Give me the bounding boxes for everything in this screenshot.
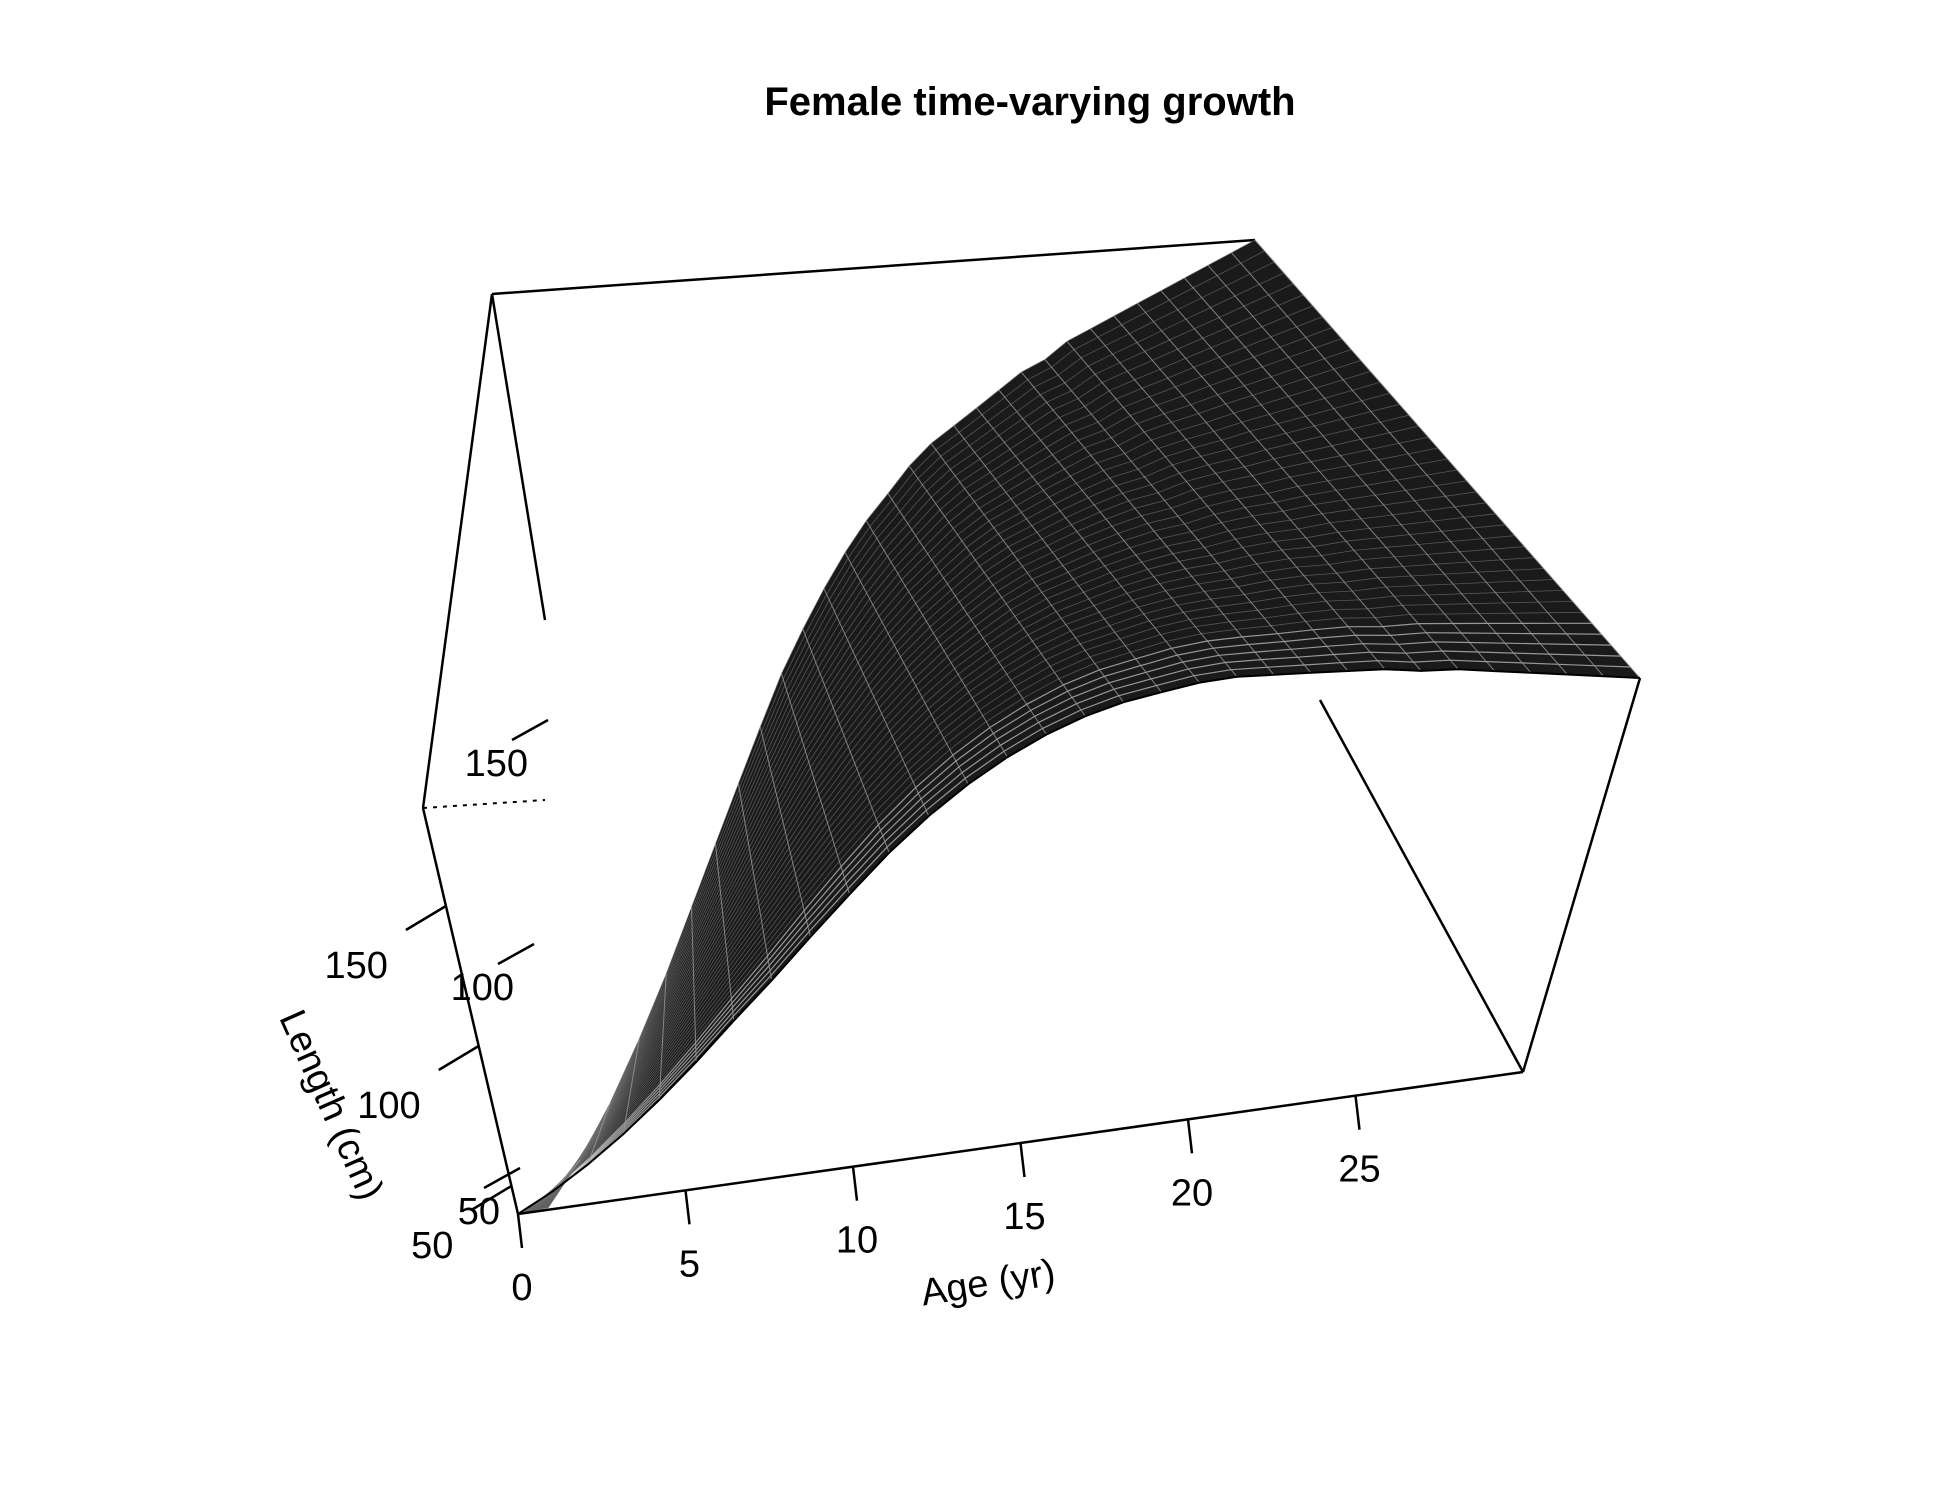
x-tick-mark [851,1166,859,1201]
age-grid-line [1160,290,1496,672]
z-tick-label: 150 [324,945,387,987]
z-inner-tick-mark [497,942,535,966]
age-grid-line [844,552,969,785]
age-grid-line [1184,277,1532,674]
z-inner-tick-mark [483,1166,521,1190]
z-tick-mark [470,1184,513,1212]
age-grid-line [823,588,930,817]
age-grid-line [930,443,1125,703]
age-grid-line [759,726,811,938]
z-inner-tick-label: 150 [465,743,528,785]
age-grid-line [1137,302,1459,670]
box-edge-left-top [421,293,494,809]
age-grid-line [998,389,1238,678]
age-grid-line [781,673,851,895]
chart-title: Female time-varying growth [764,80,1295,124]
x-tick-label: 15 [1003,1196,1045,1238]
box-edge-back-left-vertical [490,293,547,621]
box-edge-right-bottom-back [1318,699,1525,1073]
x-tick-label: 0 [511,1267,532,1309]
age-grid-line [865,520,1008,758]
surface-fill [518,240,1640,1214]
box-edge-back-top [491,238,1256,296]
age-grid-line [622,1039,640,1135]
age-grid-line [976,407,1200,683]
age-grid-line [887,493,1047,735]
x-tick-label: 5 [679,1243,700,1285]
x-tick-mark [1354,1095,1361,1130]
z-tick-mark [405,904,447,932]
box-edge-left-bottom-hidden [422,799,546,809]
x-tick-mark [1019,1142,1026,1178]
z-tick-label: 50 [411,1225,453,1267]
z-inner-tick-mark [511,718,549,742]
age-grid-line [908,465,1086,717]
age-grid-line [1254,239,1641,679]
x-axis-label: Age (yr) [918,1252,1058,1315]
box-edge-left-vertical [421,807,520,1215]
z-inner-tick-label: 50 [458,1191,500,1233]
x-tick-mark [1186,1119,1194,1154]
box-back-edges [421,238,1525,1073]
age-grid-line [1044,359,1312,674]
x-tick-label: 10 [836,1220,878,1262]
axis-ticks: 0 5 10 15 20 25 50 100 150 50 100 150 [324,718,1381,1309]
x-tick-mark [684,1190,691,1225]
age-grid-line [737,783,773,981]
age-grid-line [1113,315,1422,672]
z-tick-mark [438,1044,480,1072]
z-tick-label: 100 [357,1085,420,1127]
age-grid-line [552,1159,581,1192]
surface-mesh [517,239,1641,1215]
age-grid-line [658,973,667,1100]
age-grid-line [802,628,890,853]
age-grid-line [953,425,1162,693]
x-tick-label: 20 [1171,1172,1213,1214]
age-grid-line [1207,264,1568,675]
age-grid-line [1090,328,1386,670]
age-grid-line [691,907,697,1063]
age-grid-line [1231,252,1605,677]
z-inner-tick-label: 100 [451,967,514,1009]
age-grid-line [715,843,735,1021]
age-grid-line [1020,371,1275,676]
x-tick-mark [516,1213,524,1249]
age-grid-line [1066,340,1349,672]
x-tick-label: 25 [1338,1149,1380,1191]
surface-front-edge [517,668,1641,1215]
box-edge-right-vertical [1521,677,1642,1073]
age-grid-line [587,1102,611,1165]
